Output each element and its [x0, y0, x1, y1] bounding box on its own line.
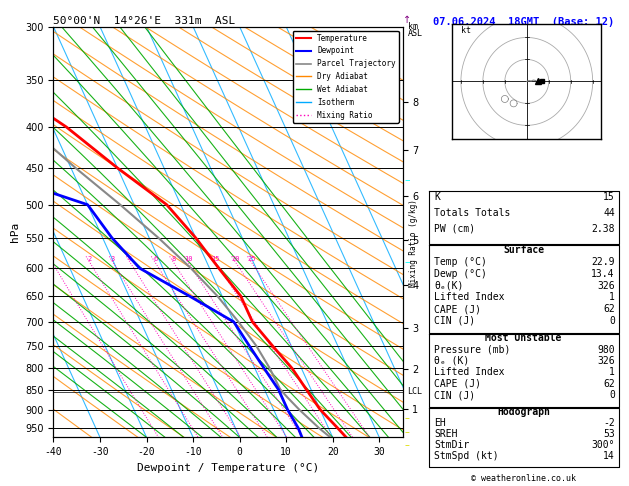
- Text: 0: 0: [609, 316, 615, 326]
- Text: –: –: [404, 258, 409, 267]
- Text: EH: EH: [435, 418, 446, 428]
- Text: 13.4: 13.4: [591, 269, 615, 278]
- Text: θₑ (K): θₑ (K): [435, 356, 470, 366]
- Text: StmDir: StmDir: [435, 440, 470, 450]
- Text: 6: 6: [153, 257, 157, 262]
- Legend: Temperature, Dewpoint, Parcel Trajectory, Dry Adiabat, Wet Adiabat, Isotherm, Mi: Temperature, Dewpoint, Parcel Trajectory…: [292, 31, 399, 122]
- Text: 8: 8: [171, 257, 175, 262]
- Text: 50°00'N  14°26'E  331m  ASL: 50°00'N 14°26'E 331m ASL: [53, 16, 236, 26]
- Text: θₑ(K): θₑ(K): [435, 280, 464, 291]
- Text: –: –: [404, 440, 409, 450]
- Text: 10: 10: [184, 257, 192, 262]
- Text: 53: 53: [603, 429, 615, 439]
- Text: 3: 3: [111, 257, 115, 262]
- Text: 20: 20: [231, 257, 240, 262]
- Text: 07.06.2024  18GMT  (Base: 12): 07.06.2024 18GMT (Base: 12): [433, 17, 615, 27]
- Text: 15: 15: [211, 257, 220, 262]
- Text: 15: 15: [603, 192, 615, 203]
- Text: 326: 326: [597, 356, 615, 366]
- Text: 0: 0: [609, 390, 615, 400]
- Text: 326: 326: [597, 280, 615, 291]
- Text: Dewp (°C): Dewp (°C): [435, 269, 487, 278]
- Text: Mixing Ratio (g/kg): Mixing Ratio (g/kg): [409, 199, 418, 287]
- Text: 62: 62: [603, 379, 615, 389]
- Text: –: –: [404, 175, 409, 185]
- Text: Surface: Surface: [503, 245, 544, 255]
- Text: 1: 1: [609, 367, 615, 378]
- Text: -2: -2: [603, 418, 615, 428]
- Text: Hodograph: Hodograph: [497, 407, 550, 417]
- Text: CAPE (J): CAPE (J): [435, 304, 481, 314]
- X-axis label: Dewpoint / Temperature (°C): Dewpoint / Temperature (°C): [137, 463, 319, 473]
- Text: 1: 1: [609, 292, 615, 302]
- Text: Pressure (mb): Pressure (mb): [435, 345, 511, 355]
- Text: Lifted Index: Lifted Index: [435, 292, 505, 302]
- Text: 62: 62: [603, 304, 615, 314]
- Text: kt: kt: [461, 26, 471, 35]
- Text: Totals Totals: Totals Totals: [435, 208, 511, 218]
- Text: K: K: [435, 192, 440, 203]
- Text: Temp (°C): Temp (°C): [435, 257, 487, 267]
- Text: CAPE (J): CAPE (J): [435, 379, 481, 389]
- Text: StmSpd (kt): StmSpd (kt): [435, 451, 499, 461]
- Text: 2.38: 2.38: [591, 224, 615, 234]
- Text: 22.9: 22.9: [591, 257, 615, 267]
- Text: 4: 4: [128, 257, 132, 262]
- Text: 300°: 300°: [591, 440, 615, 450]
- Text: 25: 25: [247, 257, 256, 262]
- Text: 14: 14: [603, 451, 615, 461]
- Text: 44: 44: [603, 208, 615, 218]
- Text: Lifted Index: Lifted Index: [435, 367, 505, 378]
- Text: CIN (J): CIN (J): [435, 316, 476, 326]
- Text: km: km: [408, 22, 418, 31]
- Text: Most Unstable: Most Unstable: [486, 333, 562, 343]
- Text: ASL: ASL: [408, 29, 423, 38]
- Text: SREH: SREH: [435, 429, 458, 439]
- Text: –: –: [404, 428, 409, 437]
- Text: –: –: [404, 413, 409, 423]
- Text: 2: 2: [87, 257, 92, 262]
- Text: © weatheronline.co.uk: © weatheronline.co.uk: [471, 474, 576, 483]
- Text: PW (cm): PW (cm): [435, 224, 476, 234]
- Text: CIN (J): CIN (J): [435, 390, 476, 400]
- Text: LCL: LCL: [407, 387, 421, 396]
- Text: ↑: ↑: [403, 16, 411, 25]
- Text: 980: 980: [597, 345, 615, 355]
- Y-axis label: hPa: hPa: [9, 222, 19, 242]
